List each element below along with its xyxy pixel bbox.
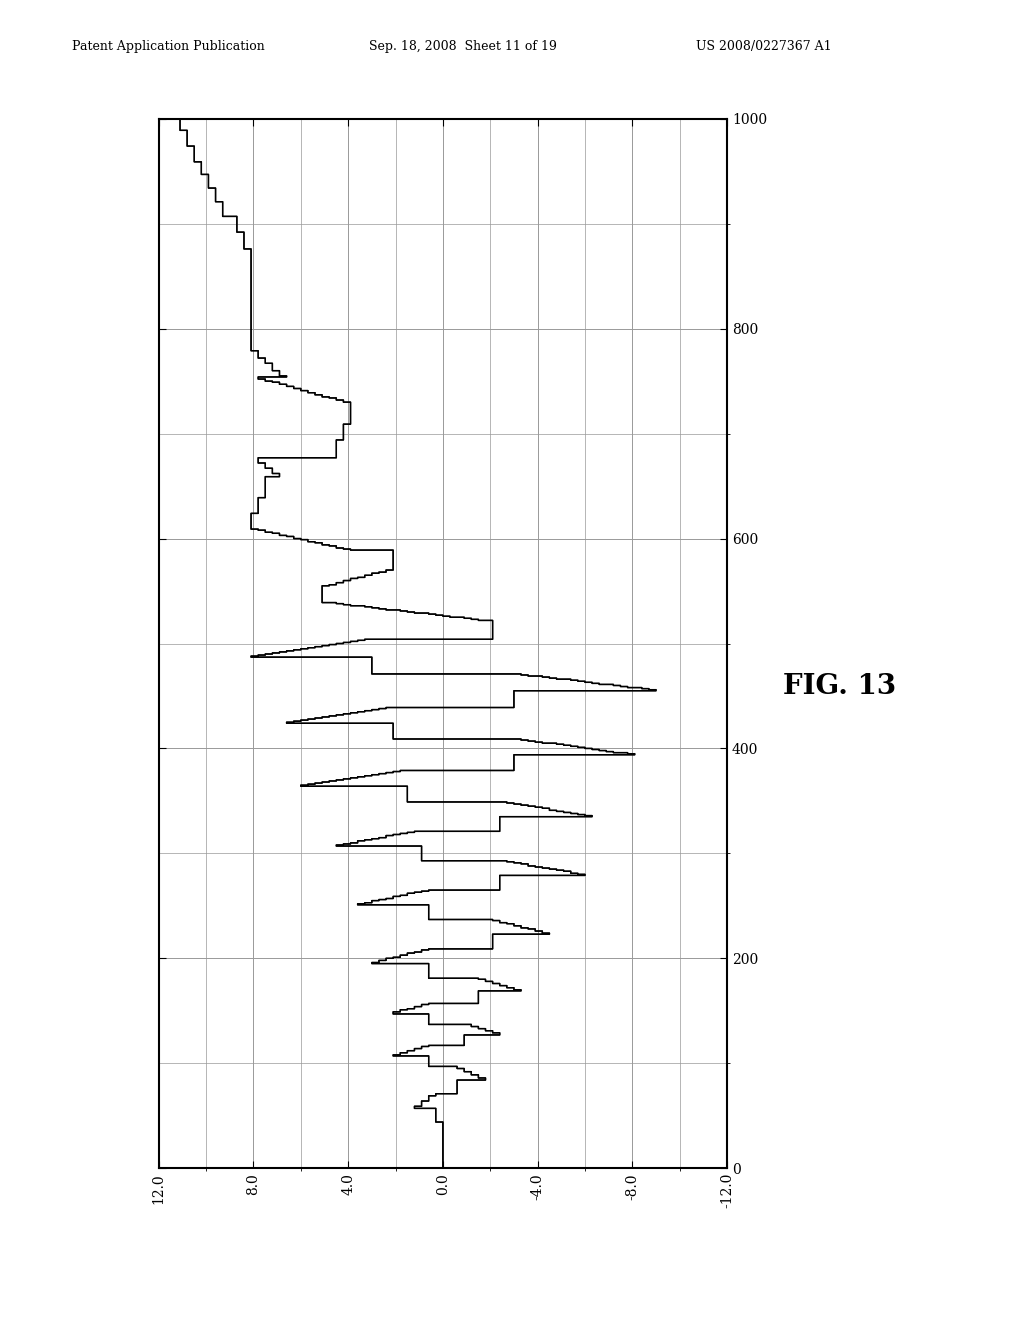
Text: US 2008/0227367 A1: US 2008/0227367 A1: [696, 40, 831, 53]
Text: Sep. 18, 2008  Sheet 11 of 19: Sep. 18, 2008 Sheet 11 of 19: [369, 40, 556, 53]
Text: FIG. 13: FIG. 13: [783, 673, 896, 700]
Text: Patent Application Publication: Patent Application Publication: [72, 40, 264, 53]
